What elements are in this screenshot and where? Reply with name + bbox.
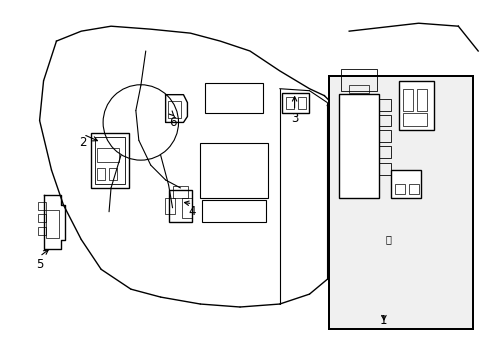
Bar: [285, 96, 293, 109]
Bar: [394, 184, 404, 194]
Bar: [402, 89, 412, 111]
Bar: [167, 100, 181, 118]
Bar: [378, 130, 390, 142]
Bar: [182, 198, 192, 218]
Bar: [408, 184, 418, 194]
Bar: [348, 85, 368, 93]
Text: 2: 2: [80, 136, 87, 149]
Text: 3: 3: [290, 112, 298, 125]
Bar: [402, 113, 426, 126]
Bar: [378, 163, 390, 175]
Bar: [378, 146, 390, 158]
Bar: [328, 76, 472, 329]
Bar: [91, 133, 129, 188]
Bar: [38, 214, 45, 222]
Text: 4: 4: [188, 205, 196, 218]
Bar: [205, 83, 263, 113]
Bar: [95, 137, 124, 184]
Bar: [200, 143, 267, 198]
Bar: [378, 114, 390, 126]
Bar: [297, 96, 305, 109]
Bar: [328, 76, 472, 329]
Bar: [281, 93, 309, 113]
Bar: [38, 202, 45, 210]
Bar: [416, 89, 426, 111]
Bar: [390, 170, 420, 198]
Text: 1: 1: [379, 314, 387, 327]
Bar: [168, 190, 192, 222]
Bar: [341, 69, 376, 91]
Bar: [378, 99, 390, 111]
Bar: [97, 168, 105, 180]
Bar: [398, 81, 433, 130]
Bar: [38, 227, 45, 235]
Bar: [328, 76, 472, 329]
Bar: [339, 94, 378, 198]
Bar: [172, 186, 188, 198]
Bar: [45, 210, 60, 238]
Bar: [202, 200, 265, 222]
Bar: [164, 198, 174, 214]
Bar: [97, 148, 119, 162]
Text: 5: 5: [36, 258, 43, 271]
Bar: [109, 168, 117, 180]
Text: ⚿: ⚿: [385, 234, 391, 244]
Text: 6: 6: [168, 116, 176, 129]
